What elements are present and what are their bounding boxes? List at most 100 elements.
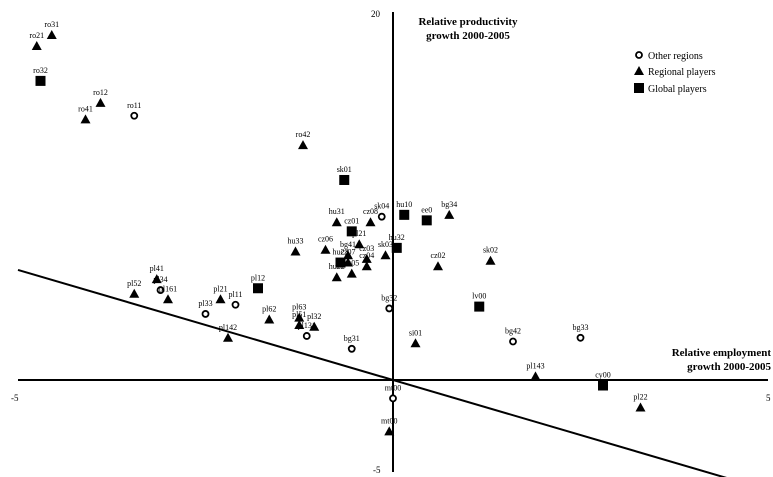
- point-sk02: [485, 255, 496, 265]
- point-label-ro21: ro21: [29, 31, 44, 40]
- point-cz04: [361, 261, 372, 271]
- point-label-si01: si01: [409, 328, 422, 337]
- point-label-pl12: pl12: [251, 273, 265, 282]
- point-label-bg42: bg42: [505, 326, 521, 335]
- point-bg33: [576, 333, 585, 342]
- point-label-sk04: sk04: [374, 202, 389, 211]
- point-label-pl32: pl32: [307, 312, 321, 321]
- point-label-bg33: bg33: [573, 323, 589, 332]
- point-cz05: [346, 268, 357, 278]
- point-label-pl143: pl143: [526, 361, 544, 370]
- y-tick-max: 20: [371, 9, 381, 19]
- point-cz01: [346, 226, 357, 237]
- point-cz08: [365, 217, 376, 227]
- point-cz02: [433, 261, 443, 271]
- point-label-hu10: hu10: [396, 200, 412, 209]
- x-tick-max: 5: [766, 393, 771, 403]
- point-label-cz07: cz07: [340, 248, 355, 257]
- x-axis-title-line2: growth 2000-2005: [687, 361, 771, 373]
- legend-marker-global-players: [634, 83, 644, 93]
- point-ro21: [31, 41, 42, 51]
- point-label-cz04: cz04: [359, 251, 374, 260]
- x-axis-title-line1: Relative employment: [672, 347, 772, 359]
- point-label-pl161: pl161: [159, 284, 177, 293]
- legend: Other regions Regional players Global pl…: [634, 51, 716, 95]
- point-label-sk01: sk01: [337, 165, 352, 174]
- point-label-ro12: ro12: [93, 88, 108, 97]
- y-axis-title-line2: growth 2000-2005: [426, 30, 510, 42]
- point-label-cz01: cz01: [344, 216, 359, 225]
- point-label-pl33: pl33: [198, 299, 212, 308]
- legend-label-regional-players: Regional players: [648, 67, 716, 78]
- point-label-ro41: ro41: [78, 104, 93, 113]
- point-label-pl142: pl142: [219, 323, 237, 332]
- point-label-cz08: cz08: [363, 207, 378, 216]
- point-label-pl41: pl41: [150, 264, 164, 273]
- point-ro12: [95, 97, 106, 107]
- point-label-hu23: hu23: [333, 248, 349, 257]
- point-bg42: [509, 337, 517, 346]
- point-pl21: [354, 239, 365, 249]
- point-label-ro32: ro32: [33, 66, 48, 75]
- point-hu23: [335, 257, 346, 268]
- point-label-cz03: cz03: [359, 244, 374, 253]
- point-pl143: [530, 371, 541, 381]
- legend-marker-other-regions: [635, 51, 643, 59]
- point-bg41: [343, 250, 353, 260]
- point-label-sk02: sk02: [483, 246, 498, 255]
- point-label-cz05: cz05: [344, 259, 359, 268]
- point-label-pl11: pl11: [229, 290, 243, 299]
- point-pl21: [215, 294, 226, 304]
- point-lv00: [474, 301, 485, 312]
- point-label-bg32: bg32: [381, 293, 397, 302]
- y-axis-title-line1: Relative productivity: [418, 16, 518, 28]
- point-ro32: [35, 75, 46, 86]
- point-ee0: [421, 215, 432, 226]
- point-ro41: [80, 114, 91, 124]
- legend-marker-regional-players: [634, 66, 644, 75]
- y-tick-min: -5: [373, 465, 381, 475]
- point-pl22: [635, 402, 646, 412]
- point-label-pl21: pl21: [213, 284, 227, 293]
- point-label-ro42: ro42: [296, 130, 311, 139]
- point-pl62: [264, 314, 275, 324]
- point-pl33: [201, 310, 210, 318]
- point-pl51: [294, 319, 305, 329]
- point-cz03: [361, 253, 372, 263]
- point-cz06: [320, 244, 331, 254]
- point-sk03: [380, 250, 391, 260]
- point-bg32: [385, 304, 394, 313]
- point-label-ro11: ro11: [127, 101, 141, 110]
- point-label-hu33: hu33: [288, 237, 304, 246]
- legend-label-other-regions: Other regions: [648, 51, 703, 62]
- point-pl63: [294, 312, 305, 322]
- point-label-ee0: ee0: [421, 205, 432, 214]
- point-pl142: [223, 332, 233, 342]
- point-hu33: [290, 246, 301, 256]
- point-pl11: [231, 300, 240, 309]
- point-pl41: [151, 274, 162, 284]
- point-pl34: [156, 286, 165, 294]
- point-label-ro31: ro31: [44, 20, 59, 29]
- point-ro42: [298, 140, 308, 150]
- point-pl32: [309, 321, 320, 331]
- point-label-cy00: cy00: [595, 371, 611, 380]
- data-points: ro11 pl34 pl33 pl11 pl131 bg31 sk04 bg32 bg42 bg3…: [29, 20, 648, 436]
- trend-line: [17, 268, 727, 477]
- point-mt00: [389, 394, 397, 403]
- point-label-lv00: lv00: [472, 292, 486, 301]
- point-label-pl22: pl22: [633, 393, 647, 402]
- point-label-hu32: hu32: [389, 233, 405, 242]
- point-ro11: [130, 111, 139, 120]
- point-label-bg34: bg34: [441, 200, 457, 209]
- point-pl52: [129, 288, 140, 298]
- point-label-pl21: pl21: [352, 229, 366, 238]
- point-hu22: [331, 272, 342, 282]
- point-label-cz06: cz06: [318, 235, 333, 244]
- point-hu32: [391, 242, 402, 253]
- legend-label-global-players: Global players: [648, 84, 707, 95]
- point-bg34: [444, 209, 455, 219]
- x-tick-min: -5: [11, 393, 19, 403]
- point-sk04: [377, 212, 386, 221]
- point-sk01: [339, 174, 350, 185]
